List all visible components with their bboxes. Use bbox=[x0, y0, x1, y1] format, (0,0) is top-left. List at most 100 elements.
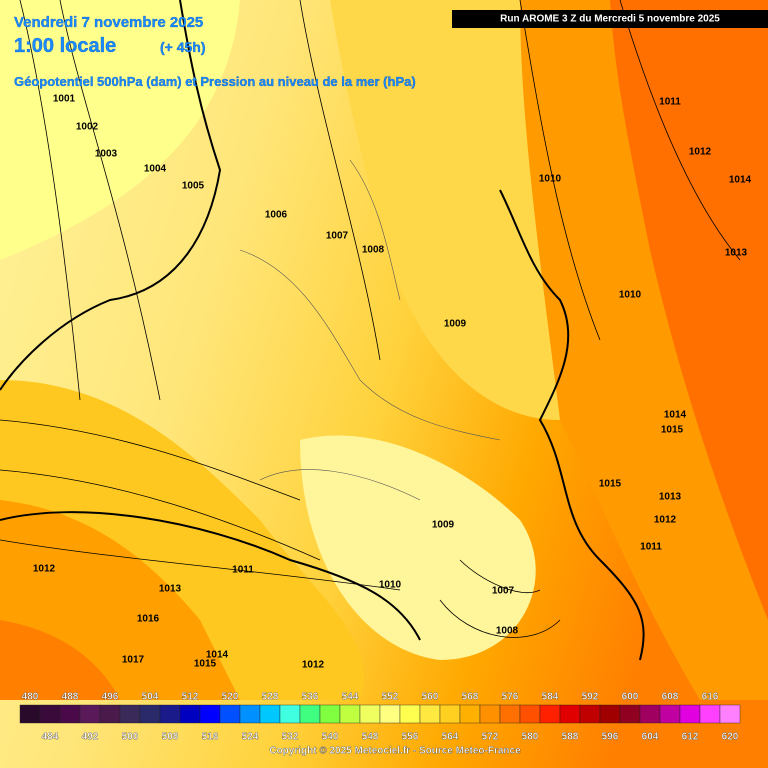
zone-556 bbox=[300, 435, 536, 660]
isobar-label: 1010 bbox=[379, 580, 402, 591]
isobar-label: 1004 bbox=[144, 164, 167, 175]
isobar-label: 1009 bbox=[444, 319, 467, 330]
isobar-label: 1011 bbox=[232, 565, 254, 576]
colorbar-swatch bbox=[339, 704, 361, 724]
colorbar-label: 600 bbox=[622, 692, 639, 703]
colorbar-swatch bbox=[279, 704, 301, 724]
colorbar-label: 584 bbox=[542, 692, 559, 703]
isobar-label: 1013 bbox=[659, 492, 682, 503]
isobar-label: 1011 bbox=[640, 542, 662, 553]
isobar-label: 1013 bbox=[725, 248, 748, 259]
colorbar-swatch bbox=[659, 704, 681, 724]
colorbar-label: 616 bbox=[702, 692, 719, 703]
isobar-label: 1016 bbox=[137, 614, 160, 625]
colorbar-label: 540 bbox=[322, 732, 339, 743]
colorbar-label: 596 bbox=[602, 732, 619, 743]
colorbar-swatch bbox=[39, 704, 61, 724]
colorbar-swatch bbox=[179, 704, 201, 724]
colorbar-label: 492 bbox=[82, 732, 99, 743]
colorbar-label: 556 bbox=[402, 732, 419, 743]
colorbar-swatch bbox=[59, 704, 81, 724]
isobar-label: 1009 bbox=[432, 520, 455, 531]
colorbar-swatch bbox=[359, 704, 381, 724]
colorbar-swatch bbox=[299, 704, 321, 724]
colorbar-swatch bbox=[379, 704, 401, 724]
colorbar-label: 520 bbox=[222, 692, 239, 703]
colorbar-swatch bbox=[439, 704, 461, 724]
colorbar-label: 532 bbox=[282, 732, 299, 743]
colorbar-label: 572 bbox=[482, 732, 499, 743]
zone-576 bbox=[0, 620, 120, 700]
subtitle: Géopotentiel 500hPa (dam) et Pression au… bbox=[14, 74, 416, 89]
colorbar-label: 516 bbox=[202, 732, 219, 743]
colorbar-swatch bbox=[699, 704, 721, 724]
coastline bbox=[0, 0, 645, 661]
isobar-label: 1014 bbox=[206, 650, 229, 661]
borders bbox=[239, 159, 501, 501]
colorbar-swatch bbox=[499, 704, 521, 724]
colorbar-label: 500 bbox=[122, 732, 139, 743]
isobars bbox=[0, 0, 741, 638]
colorbar-swatch bbox=[399, 704, 421, 724]
colorbar-label: 552 bbox=[382, 692, 399, 703]
isobar-label: 1012 bbox=[302, 660, 325, 671]
colorbar-swatch bbox=[579, 704, 601, 724]
colorbar-label: 576 bbox=[502, 692, 519, 703]
isobar-label: 1012 bbox=[654, 515, 677, 526]
colorbar-label: 592 bbox=[582, 692, 599, 703]
lead-time: (+ 45h) bbox=[160, 39, 206, 55]
isobar-label: 1002 bbox=[76, 122, 99, 133]
isobar-label: 1012 bbox=[33, 564, 56, 575]
colorbar-label: 620 bbox=[722, 732, 739, 743]
colorbar-label: 536 bbox=[302, 692, 319, 703]
colorbar-label: 580 bbox=[522, 732, 539, 743]
isobar-label: 1010 bbox=[539, 174, 562, 185]
colorbar-swatch bbox=[199, 704, 221, 724]
time: 1:00 locale bbox=[14, 35, 116, 57]
isobar-label: 1015 bbox=[194, 659, 217, 670]
zone-580 bbox=[610, 0, 768, 620]
colorbar-swatch bbox=[159, 704, 181, 724]
colorbar-label: 544 bbox=[342, 692, 359, 703]
isobar-label: 1007 bbox=[492, 586, 515, 597]
colorbar-swatch bbox=[539, 704, 561, 724]
isobar-label: 1014 bbox=[729, 175, 752, 186]
isobar-label: 1005 bbox=[182, 181, 205, 192]
colorbar-swatch bbox=[319, 704, 341, 724]
colorbar-swatch bbox=[479, 704, 501, 724]
zone-560 bbox=[0, 0, 240, 260]
colorbar-label: 512 bbox=[182, 692, 199, 703]
colorbar-label: 612 bbox=[682, 732, 699, 743]
isobar-label: 1008 bbox=[362, 245, 385, 256]
colorbar-label: 524 bbox=[242, 732, 259, 743]
colorbar-label: 484 bbox=[42, 732, 59, 743]
copyright: Copyright © 2025 Meteociel.fr - Source M… bbox=[269, 746, 521, 757]
colorbar-label: 604 bbox=[642, 732, 659, 743]
isobar-labels: 1001 1002 1003 1004 1005 1006 1007 1008 1009 1009… bbox=[33, 94, 752, 671]
isobar-label: 1007 bbox=[326, 231, 349, 242]
colorbar-swatch bbox=[639, 704, 661, 724]
colorbar-swatch bbox=[259, 704, 281, 724]
isobar-label: 1008 bbox=[496, 626, 519, 637]
colorbar-label: 504 bbox=[142, 692, 159, 703]
colorbar-label: 508 bbox=[162, 732, 179, 743]
colorbar: 480 484 488 492 496 500 504 508 512 516 520 524 528 5… bbox=[19, 691, 741, 743]
colorbar-label: 568 bbox=[462, 692, 479, 703]
isobar-label: 1006 bbox=[265, 210, 288, 221]
colorbar-swatch bbox=[459, 704, 481, 724]
colorbar-label: 560 bbox=[422, 692, 439, 703]
isobar-label: 1013 bbox=[159, 584, 182, 595]
date: Vendredi 7 novembre 2025 bbox=[14, 14, 203, 31]
isobar-label: 1003 bbox=[95, 149, 118, 160]
isobar-label: 1012 bbox=[689, 147, 712, 158]
zone-564 bbox=[330, 0, 560, 420]
colorbar-swatch bbox=[419, 704, 441, 724]
colorbar-label: 528 bbox=[262, 692, 279, 703]
colorbar-swatch bbox=[79, 704, 101, 724]
colorbar-label: 564 bbox=[442, 732, 459, 743]
colorbar-label: 480 bbox=[22, 692, 39, 703]
colorbar-swatch bbox=[119, 704, 141, 724]
colorbar-swatch bbox=[519, 704, 541, 724]
colorbar-swatch bbox=[239, 704, 261, 724]
